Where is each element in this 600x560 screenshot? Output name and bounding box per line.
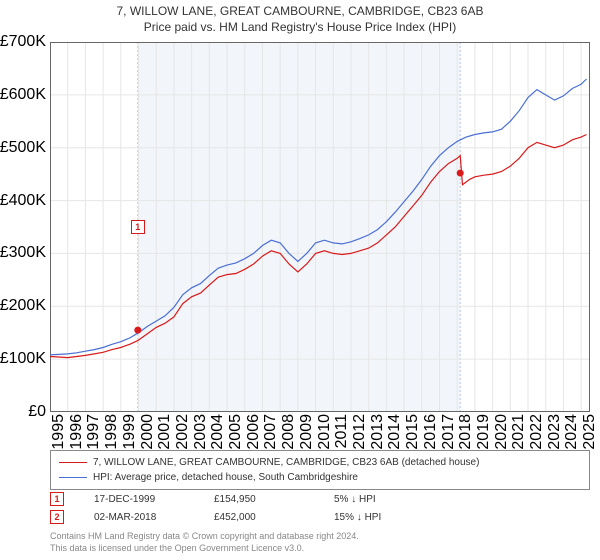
- title-main: 7, WILLOW LANE, GREAT CAMBOURNE, CAMBRID…: [0, 4, 600, 20]
- x-tick-label: 1996: [68, 414, 86, 450]
- transaction-pct: 15% ↓ HPI: [334, 512, 424, 523]
- legend-label: HPI: Average price, detached house, Sout…: [93, 470, 358, 485]
- legend-line-icon: [59, 477, 87, 478]
- x-tick-label: 2004: [209, 414, 227, 450]
- x-tick-label: 1999: [121, 414, 139, 450]
- transaction-price: £154,950: [214, 494, 304, 505]
- arrow-down-icon: ↓: [357, 512, 362, 523]
- legend-box: 7, WILLOW LANE, GREAT CAMBOURNE, CAMBRID…: [50, 450, 590, 490]
- x-tick-label: 2002: [174, 414, 192, 450]
- transactions-table: 1 17-DEC-1999 £154,950 5% ↓ HPI 2 02-MAR…: [50, 490, 590, 526]
- x-tick-label: 2017: [440, 414, 458, 450]
- transaction-pct: 5% ↓ HPI: [334, 494, 424, 505]
- legend-label: 7, WILLOW LANE, GREAT CAMBOURNE, CAMBRID…: [93, 455, 479, 470]
- table-row: 2 02-MAR-2018 £452,000 15% ↓ HPI: [50, 508, 590, 526]
- transaction-marker-icon: 1: [50, 492, 64, 506]
- x-tick-label: 2015: [404, 414, 422, 450]
- x-tick-label: 2020: [493, 414, 511, 450]
- x-tick-label: 1997: [85, 414, 103, 450]
- footer-line: This data is licensed under the Open Gov…: [50, 543, 359, 555]
- y-tick-label: £200K: [0, 297, 46, 315]
- footer-line: Contains HM Land Registry data © Crown c…: [50, 531, 359, 543]
- x-tick-label: 2006: [245, 414, 263, 450]
- x-tick-label: 2011: [333, 414, 351, 448]
- chart-container: 7, WILLOW LANE, GREAT CAMBOURNE, CAMBRID…: [0, 0, 600, 560]
- x-tick-label: 2024: [563, 414, 581, 450]
- x-tick-label: 2021: [510, 414, 528, 450]
- x-tick-label: 2025: [581, 414, 599, 450]
- x-tick-label: 2013: [369, 414, 387, 450]
- x-tick-label: 2003: [192, 414, 210, 450]
- legend-item-price-paid: 7, WILLOW LANE, GREAT CAMBOURNE, CAMBRID…: [59, 455, 581, 470]
- x-tick-label: 2010: [316, 414, 334, 450]
- x-tick-label: 2009: [298, 414, 316, 450]
- transaction-marker-icon: 2: [50, 510, 64, 524]
- table-row: 1 17-DEC-1999 £154,950 5% ↓ HPI: [50, 490, 590, 508]
- x-tick-label: 1998: [103, 414, 121, 450]
- arrow-down-icon: ↓: [351, 494, 356, 505]
- footer-attribution: Contains HM Land Registry data © Crown c…: [50, 531, 359, 554]
- x-tick-label: 2019: [475, 414, 493, 450]
- legend-line-icon: [59, 462, 87, 463]
- y-tick-label: £500K: [0, 139, 46, 157]
- transaction-date: 17-DEC-1999: [94, 494, 184, 505]
- y-tick-label: £0: [28, 403, 46, 421]
- transaction-price: £452,000: [214, 512, 304, 523]
- x-tick-label: 2023: [546, 414, 564, 450]
- x-tick-label: 2000: [139, 414, 157, 450]
- y-tick-label: £100K: [0, 350, 46, 368]
- legend-item-hpi: HPI: Average price, detached house, Sout…: [59, 470, 581, 485]
- x-tick-label: 2005: [227, 414, 245, 450]
- marker-callout-box: 1: [131, 220, 145, 234]
- y-tick-label: £300K: [0, 244, 46, 262]
- y-tick-label: £700K: [0, 33, 46, 51]
- titles: 7, WILLOW LANE, GREAT CAMBOURNE, CAMBRID…: [0, 0, 600, 35]
- chart-plot-area: £0£100K£200K£300K£400K£500K£600K£700K 19…: [50, 42, 590, 412]
- x-tick-label: 2008: [280, 414, 298, 450]
- x-tick-label: 2018: [457, 414, 475, 450]
- x-tick-label: 2001: [156, 414, 174, 450]
- x-tick-label: 1995: [50, 414, 68, 450]
- x-tick-label: 2012: [351, 414, 369, 450]
- x-tick-label: 2007: [262, 414, 280, 450]
- y-tick-label: £600K: [0, 86, 46, 104]
- transaction-date: 02-MAR-2018: [94, 512, 184, 523]
- x-tick-label: 2022: [528, 414, 546, 450]
- y-tick-label: £400K: [0, 192, 46, 210]
- x-tick-label: 2016: [422, 414, 440, 450]
- title-sub: Price paid vs. HM Land Registry's House …: [0, 20, 600, 36]
- x-tick-label: 2014: [386, 414, 404, 450]
